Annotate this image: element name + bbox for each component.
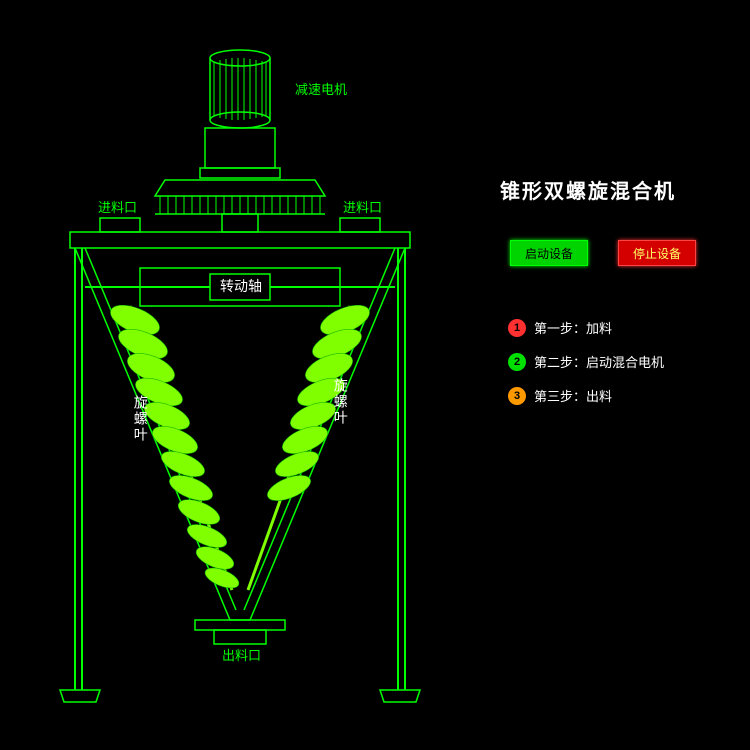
step-text-3: 第三步：出料 <box>534 386 612 405</box>
label-blade-left: 旋螺叶 <box>132 395 149 443</box>
label-shaft: 转动轴 <box>220 278 262 295</box>
step-text-1: 第一步：加料 <box>534 318 612 337</box>
label-outlet: 出料口 <box>222 648 261 664</box>
page-title: 锥形双螺旋混合机 <box>500 175 676 204</box>
label-inlet-left: 进料口 <box>98 200 137 216</box>
label-motor: 减速电机 <box>295 82 347 98</box>
label-inlet-right: 进料口 <box>343 200 382 216</box>
step-badge-3: 3 <box>508 387 526 405</box>
step-text-2: 第二步：启动混合电机 <box>534 352 664 371</box>
step-row-3: 3 第三步：出料 <box>508 386 612 405</box>
step-badge-2: 2 <box>508 353 526 371</box>
mixer-diagram <box>0 0 470 720</box>
start-button[interactable]: 启动设备 <box>510 240 588 266</box>
stop-button[interactable]: 停止设备 <box>618 240 696 266</box>
step-badge-1: 1 <box>508 319 526 337</box>
start-button-label: 启动设备 <box>525 245 573 262</box>
step-row-2: 2 第二步：启动混合电机 <box>508 352 664 371</box>
step-row-1: 1 第一步：加料 <box>508 318 612 337</box>
label-blade-right: 旋螺叶 <box>332 378 349 426</box>
stop-button-label: 停止设备 <box>633 245 681 262</box>
